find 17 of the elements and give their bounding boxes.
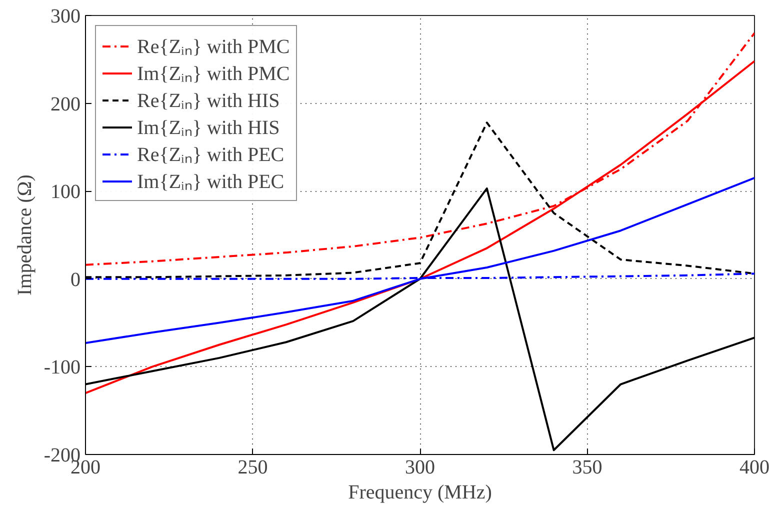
y-tick-label: 0 [70,268,80,291]
x-tick-label: 350 [572,456,602,478]
legend-label: Re{Zᵢₙ} with PMC [137,35,290,59]
legend-label: Im{Zᵢₙ} with HIS [137,116,280,140]
x-tick-label: 300 [405,456,435,478]
legend-label: Im{Zᵢₙ} with PMC [137,62,290,86]
x-tick-label: 400 [740,456,769,478]
x-tick-label: 250 [238,456,268,478]
legend-label: Im{Zᵢₙ} with PEC [137,170,284,194]
y-tick-label: 100 [50,181,80,204]
y-tick-label: 300 [50,6,80,28]
x-axis-title: Frequency (MHz) [348,482,492,504]
y-axis-title: Impedance (Ω) [14,174,36,296]
legend-label: Re{Zᵢₙ} with HIS [137,89,280,113]
y-tick-label: 200 [50,93,80,116]
y-tick-label: -100 [44,356,81,379]
legend-label: Re{Zᵢₙ} with PEC [137,143,284,167]
